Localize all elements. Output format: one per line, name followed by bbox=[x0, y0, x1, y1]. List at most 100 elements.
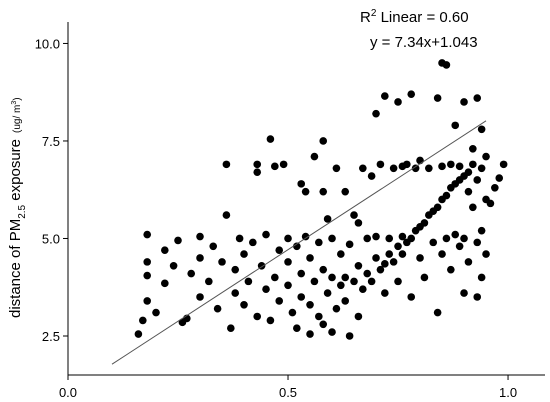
point bbox=[310, 277, 319, 286]
point bbox=[469, 144, 477, 153]
point bbox=[323, 289, 332, 297]
point bbox=[139, 316, 147, 325]
point bbox=[143, 230, 152, 239]
point bbox=[319, 187, 328, 196]
point bbox=[455, 162, 464, 171]
point bbox=[464, 187, 473, 196]
point bbox=[323, 215, 332, 223]
y-label-rest: exposure bbox=[7, 139, 24, 205]
point bbox=[425, 164, 433, 173]
point bbox=[315, 238, 323, 247]
point bbox=[319, 265, 328, 274]
point bbox=[477, 125, 486, 134]
point bbox=[407, 293, 416, 301]
point bbox=[416, 254, 424, 262]
point bbox=[332, 304, 341, 313]
point bbox=[275, 246, 284, 254]
y-tick-label: 10.0 bbox=[35, 36, 60, 51]
point bbox=[266, 316, 275, 325]
point bbox=[438, 162, 446, 171]
equation: y = 7.34x+1.043 bbox=[370, 34, 478, 51]
point bbox=[266, 135, 275, 143]
point bbox=[473, 293, 482, 301]
point bbox=[293, 242, 301, 251]
point bbox=[394, 242, 402, 251]
point bbox=[473, 238, 482, 247]
y-label-unit-power: 3 bbox=[11, 101, 18, 105]
point bbox=[134, 330, 143, 338]
point bbox=[455, 242, 464, 251]
point bbox=[398, 162, 407, 171]
point bbox=[253, 168, 262, 176]
point bbox=[297, 293, 306, 301]
x-tick-label: 1.0 bbox=[499, 385, 517, 400]
y-tick-label: 2.5 bbox=[42, 329, 60, 344]
y-label-sub: 2.5 bbox=[17, 204, 28, 218]
point bbox=[499, 160, 508, 169]
point bbox=[385, 250, 394, 258]
point bbox=[433, 308, 442, 317]
point bbox=[381, 92, 389, 100]
point bbox=[279, 160, 288, 169]
point bbox=[376, 160, 385, 169]
point bbox=[420, 219, 429, 227]
point bbox=[359, 164, 367, 173]
point bbox=[240, 300, 248, 309]
point bbox=[398, 232, 407, 241]
point bbox=[253, 160, 262, 169]
point bbox=[389, 258, 398, 266]
point bbox=[306, 330, 314, 338]
point bbox=[442, 61, 451, 69]
y-tick-label: 7.5 bbox=[42, 134, 60, 149]
point bbox=[161, 279, 169, 288]
point bbox=[284, 234, 292, 243]
y-label-main: distance of PM bbox=[7, 219, 24, 318]
point bbox=[288, 308, 297, 317]
point bbox=[213, 304, 222, 313]
point bbox=[477, 273, 486, 282]
x-tick-label: 0.0 bbox=[59, 385, 77, 400]
point bbox=[341, 273, 350, 282]
point bbox=[301, 187, 310, 196]
point bbox=[350, 211, 358, 219]
point bbox=[293, 324, 301, 332]
r-text: Linear = 0.60 bbox=[376, 9, 468, 26]
point bbox=[477, 226, 486, 235]
point bbox=[385, 234, 394, 243]
point bbox=[359, 285, 367, 293]
point bbox=[244, 277, 253, 286]
point bbox=[363, 269, 372, 278]
point bbox=[495, 174, 504, 182]
point bbox=[491, 183, 499, 192]
point bbox=[341, 187, 350, 196]
point bbox=[227, 324, 235, 332]
point bbox=[486, 199, 495, 208]
point bbox=[310, 152, 319, 161]
point bbox=[345, 240, 354, 249]
point bbox=[319, 320, 328, 329]
point bbox=[271, 273, 279, 282]
point bbox=[196, 232, 204, 241]
point bbox=[196, 293, 204, 301]
r-symbol: R bbox=[360, 9, 371, 26]
point bbox=[407, 234, 416, 243]
point bbox=[332, 164, 341, 173]
point bbox=[372, 232, 380, 241]
point bbox=[433, 203, 442, 212]
point bbox=[271, 162, 279, 171]
y-tick-label: 5.0 bbox=[42, 231, 60, 246]
y-axis-label: distance of PM2.5 exposure (ug/ m3) bbox=[7, 97, 28, 318]
point bbox=[464, 258, 473, 266]
y-label-unit-close: ) bbox=[12, 97, 23, 100]
point bbox=[398, 250, 407, 258]
point bbox=[231, 265, 240, 274]
point bbox=[416, 156, 424, 165]
point bbox=[235, 234, 244, 243]
point bbox=[341, 297, 350, 305]
point bbox=[328, 273, 336, 282]
point bbox=[315, 312, 323, 321]
point bbox=[350, 277, 358, 286]
point bbox=[222, 211, 231, 219]
point bbox=[174, 236, 182, 245]
point bbox=[143, 297, 152, 305]
